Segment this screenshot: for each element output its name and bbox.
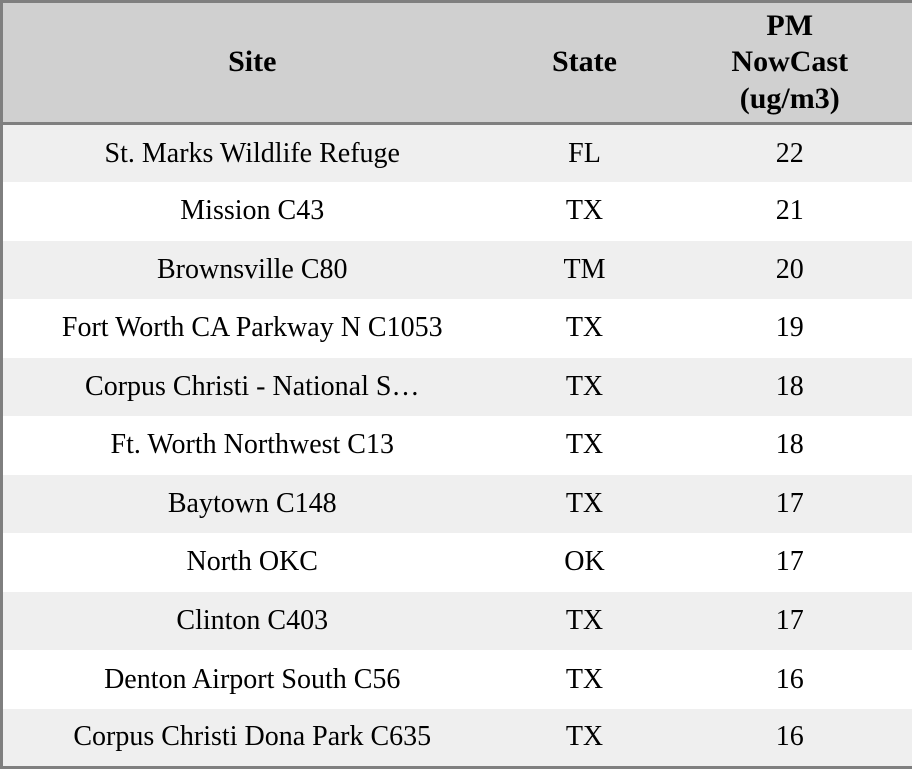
site-cell: Corpus Christi - National S… [85,370,420,402]
site-cell: Clinton C403 [176,605,329,637]
table-body: St. Marks Wildlife Refuge FL 22 Mission C43… [1,123,912,768]
column-header-site: Site [1,1,502,125]
table-row: Baytown C148 TX 17 [1,474,912,534]
pm-nowcast-cell: 18 [775,429,804,461]
table-row: Clinton C403 TX 17 [1,591,912,651]
state-cell: TX [565,195,604,227]
site-cell: Fort Worth CA Parkway N C1053 [61,312,443,344]
table-header: Site State PM NowCast (ug/m3) [1,1,912,125]
pm-nowcast-cell: 16 [775,721,804,753]
table-row: Corpus Christi Dona Park C635 TX 16 [1,708,912,768]
site-cell: Mission C43 [180,195,325,227]
site-cell: Baytown C148 [167,487,337,519]
site-cell: St. Marks Wildlife Refuge [104,137,400,169]
state-cell: TX [565,605,604,637]
pm-nowcast-cell: 17 [775,487,804,519]
state-cell: TX [565,487,604,519]
pm-nowcast-cell: 21 [775,195,804,227]
pm-nowcast-cell: 18 [775,370,804,402]
state-cell: TX [565,721,604,753]
table-row: North OKC OK 17 [1,533,912,592]
column-header-pm-nowcast: PM NowCast (ug/m3) [667,1,912,125]
pm-nowcast-cell: 17 [775,546,804,578]
table-row: Ft. Worth Northwest C13 TX 18 [1,416,912,475]
state-cell: TX [565,312,604,344]
site-cell: Corpus Christi Dona Park C635 [73,721,432,753]
pm-nowcast-cell: 20 [775,253,804,285]
table-row: Brownsville C80 TM 20 [1,240,912,300]
site-cell: Ft. Worth Northwest C13 [110,429,394,461]
state-cell: OK [564,546,605,578]
pm-nowcast-cell: 16 [775,663,804,695]
state-cell: TX [565,370,604,402]
table-row: Fort Worth CA Parkway N C1053 TX 19 [1,299,912,358]
state-cell: TX [565,429,604,461]
table-row: St. Marks Wildlife Refuge FL 22 [1,123,912,183]
state-cell: TX [565,663,604,695]
state-cell: TM [563,253,606,285]
pm-nowcast-cell: 17 [775,605,804,637]
pm-nowcast-cell: 19 [775,312,804,344]
pm-nowcast-cell: 22 [775,137,804,169]
state-cell: FL [568,137,601,169]
header-row: Site State PM NowCast (ug/m3) [1,1,912,125]
table-row: Mission C43 TX 21 [1,182,912,241]
table-row: Denton Airport South C56 TX 16 [1,650,912,709]
table-row: Corpus Christi - National S… TX 18 [1,357,912,417]
site-cell: Brownsville C80 [156,253,348,285]
column-header-state: State [501,1,668,125]
site-cell: Denton Airport South C56 [104,663,401,695]
site-cell: North OKC [186,546,318,578]
